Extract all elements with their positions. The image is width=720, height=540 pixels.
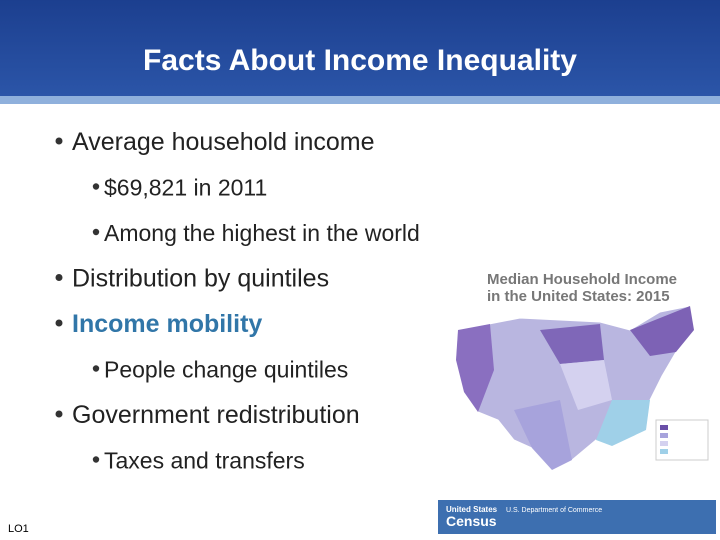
map-figure: Median Household Income in the United St… — [438, 262, 716, 534]
agency-text: U.S. Department of Commerce — [506, 507, 602, 514]
bullet-text: Distribution by quintiles — [72, 265, 329, 293]
bullet-text: Government redistribution — [72, 401, 360, 429]
sub-bullet-text: Among the highest in the world — [104, 220, 420, 246]
map-region — [456, 324, 494, 412]
header-band — [0, 0, 720, 96]
map-region — [596, 400, 650, 446]
bullet-text: Income mobility — [72, 310, 262, 338]
sub-bullet-text: Taxes and transfers — [104, 448, 305, 474]
bullet-dot — [92, 183, 100, 190]
map-region — [540, 324, 604, 364]
bullet-list: Average household income $69,821 in 2011 A… — [55, 128, 420, 474]
bullet-dot — [92, 365, 100, 372]
bullet-text: Average household income — [72, 128, 375, 156]
bullet-dot — [92, 456, 100, 463]
legend-swatch — [660, 425, 668, 430]
bullet-dot — [92, 228, 100, 236]
logo-text: Census — [446, 513, 497, 529]
header-stripe — [0, 96, 720, 104]
bullet-dot — [55, 319, 63, 327]
legend-swatch — [660, 433, 668, 438]
map-region — [630, 306, 694, 356]
sub-bullet-text: $69,821 in 2011 — [104, 175, 267, 201]
legend-swatch — [660, 449, 668, 454]
bullet-dot — [55, 274, 63, 281]
slide-title: Facts About Income Inequality — [143, 44, 577, 77]
legend-swatch — [660, 441, 668, 446]
map-title: in the United States: 2015 — [487, 288, 670, 305]
map-region — [560, 360, 612, 410]
bullet-dot — [55, 137, 63, 145]
sub-bullet-text: People change quintiles — [104, 357, 348, 383]
bullet-dot — [55, 410, 63, 418]
map-title: Median Household Income — [487, 271, 677, 288]
logo-text: United States — [446, 505, 498, 514]
map-footer — [438, 500, 716, 534]
map-region — [514, 400, 572, 470]
footer-label: LO1 — [8, 523, 29, 535]
